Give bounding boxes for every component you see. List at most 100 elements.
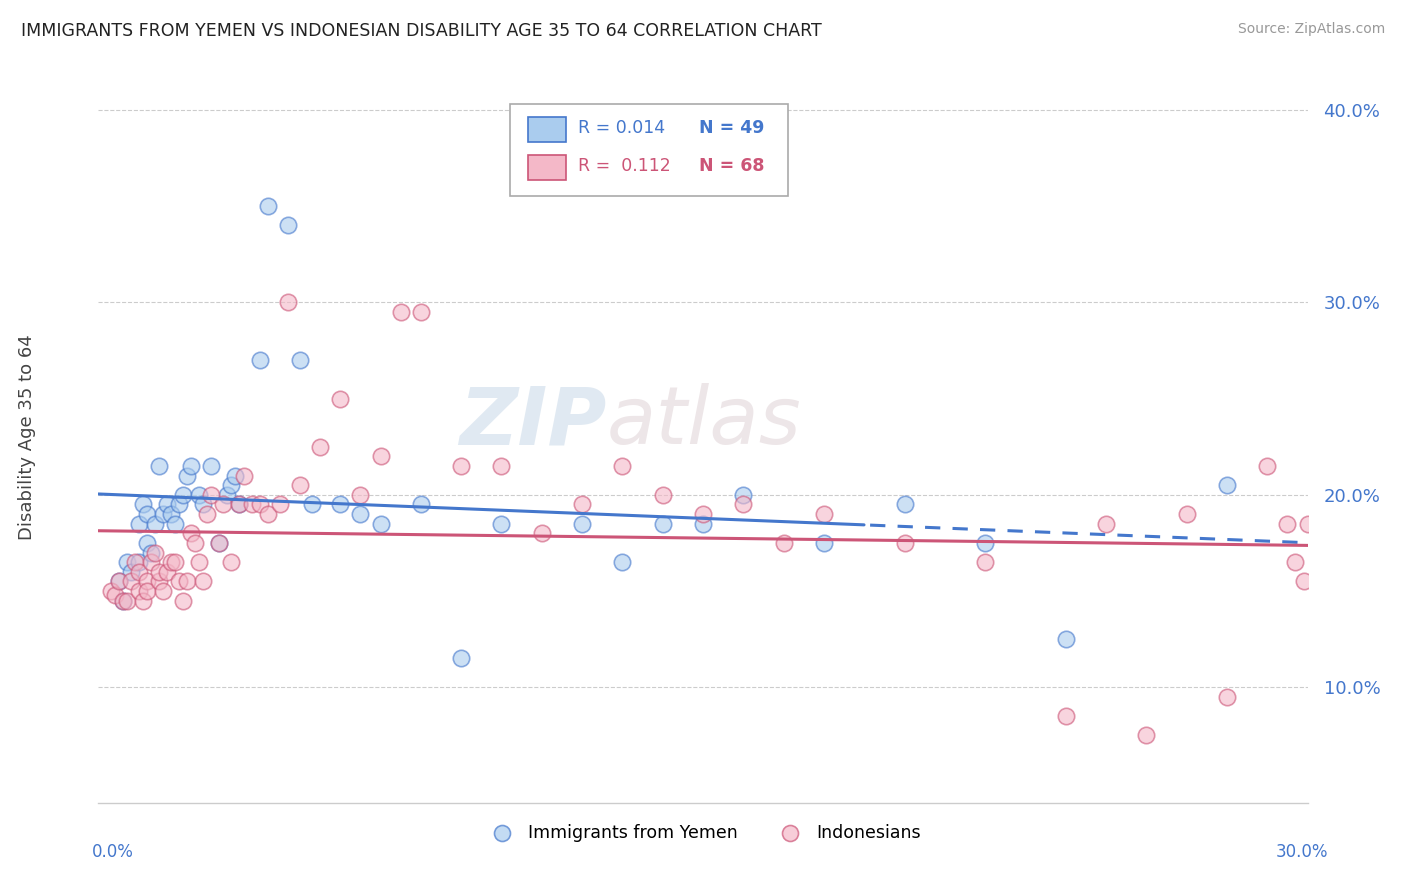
Point bbox=[128, 565, 150, 579]
Point bbox=[1054, 709, 1077, 723]
Point bbox=[1216, 690, 1239, 704]
Point bbox=[409, 305, 432, 319]
Point bbox=[135, 584, 157, 599]
Point bbox=[160, 507, 183, 521]
Text: IMMIGRANTS FROM YEMEN VS INDONESIAN DISABILITY AGE 35 TO 64 CORRELATION CHART: IMMIGRANTS FROM YEMEN VS INDONESIAN DISA… bbox=[21, 22, 823, 40]
Point bbox=[256, 507, 278, 521]
Point bbox=[208, 536, 231, 550]
Point bbox=[115, 593, 138, 607]
Point bbox=[256, 199, 278, 213]
Point bbox=[692, 516, 714, 531]
Point bbox=[156, 498, 179, 512]
Point bbox=[176, 574, 198, 589]
Point bbox=[1095, 516, 1118, 531]
Point bbox=[208, 536, 231, 550]
Point bbox=[651, 488, 673, 502]
Point bbox=[100, 584, 122, 599]
Point bbox=[152, 584, 174, 599]
Point bbox=[733, 488, 755, 502]
Point bbox=[813, 536, 835, 550]
Point bbox=[143, 545, 166, 559]
Point bbox=[733, 498, 755, 512]
Point bbox=[370, 450, 392, 464]
Point bbox=[491, 516, 513, 531]
Text: ZIP: ZIP bbox=[458, 384, 606, 461]
Text: N = 68: N = 68 bbox=[699, 158, 765, 176]
Point bbox=[1175, 507, 1198, 521]
Legend: Immigrants from Yemen, Indonesians: Immigrants from Yemen, Indonesians bbox=[478, 817, 928, 849]
Point bbox=[139, 555, 162, 569]
Point bbox=[195, 507, 218, 521]
Point bbox=[329, 498, 352, 512]
Text: R = 0.014: R = 0.014 bbox=[578, 120, 665, 137]
Point bbox=[288, 353, 311, 368]
Point bbox=[1135, 728, 1157, 742]
Point bbox=[163, 555, 186, 569]
Point bbox=[301, 498, 323, 512]
Point bbox=[156, 565, 179, 579]
Point bbox=[349, 488, 371, 502]
Point bbox=[571, 516, 593, 531]
Point bbox=[188, 488, 211, 502]
Text: 0.0%: 0.0% bbox=[91, 843, 134, 861]
Point bbox=[176, 468, 198, 483]
Point bbox=[309, 440, 332, 454]
Point bbox=[132, 498, 155, 512]
Point bbox=[212, 498, 235, 512]
Point bbox=[288, 478, 311, 492]
Point bbox=[692, 507, 714, 521]
Point bbox=[200, 458, 222, 473]
Point bbox=[612, 555, 634, 569]
Point bbox=[180, 458, 202, 473]
Text: R =  0.112: R = 0.112 bbox=[578, 158, 671, 176]
Point bbox=[103, 588, 125, 602]
Point bbox=[240, 498, 263, 512]
Point bbox=[228, 498, 250, 512]
Point bbox=[107, 574, 129, 589]
Point bbox=[1292, 574, 1315, 589]
Point bbox=[1216, 478, 1239, 492]
Point bbox=[107, 574, 129, 589]
Point bbox=[111, 593, 134, 607]
Point bbox=[893, 498, 915, 512]
Point bbox=[530, 526, 553, 541]
Point bbox=[277, 295, 299, 310]
Text: Source: ZipAtlas.com: Source: ZipAtlas.com bbox=[1237, 22, 1385, 37]
Point bbox=[217, 488, 239, 502]
Point bbox=[974, 555, 997, 569]
Point bbox=[370, 516, 392, 531]
Point bbox=[143, 516, 166, 531]
Point bbox=[152, 507, 174, 521]
Point bbox=[200, 488, 222, 502]
Point bbox=[491, 458, 513, 473]
Point bbox=[180, 526, 202, 541]
Point bbox=[139, 545, 162, 559]
Point bbox=[160, 555, 183, 569]
Point bbox=[893, 536, 915, 550]
Point bbox=[249, 353, 271, 368]
Point bbox=[172, 593, 194, 607]
Point bbox=[249, 498, 271, 512]
FancyBboxPatch shape bbox=[527, 117, 567, 142]
Point bbox=[571, 498, 593, 512]
Point bbox=[1284, 555, 1306, 569]
Point bbox=[124, 555, 146, 569]
Point bbox=[188, 555, 211, 569]
Point bbox=[409, 498, 432, 512]
Point bbox=[349, 507, 371, 521]
Point bbox=[974, 536, 997, 550]
Point bbox=[172, 488, 194, 502]
Point bbox=[329, 392, 352, 406]
Point bbox=[128, 555, 150, 569]
Point bbox=[224, 468, 246, 483]
Point bbox=[135, 507, 157, 521]
Point bbox=[1296, 516, 1319, 531]
Y-axis label: Disability Age 35 to 64: Disability Age 35 to 64 bbox=[18, 334, 37, 540]
Point bbox=[148, 458, 170, 473]
Point bbox=[128, 584, 150, 599]
Text: atlas: atlas bbox=[606, 384, 801, 461]
Text: N = 49: N = 49 bbox=[699, 120, 765, 137]
Point bbox=[128, 516, 150, 531]
Point bbox=[193, 498, 215, 512]
Point bbox=[277, 219, 299, 233]
